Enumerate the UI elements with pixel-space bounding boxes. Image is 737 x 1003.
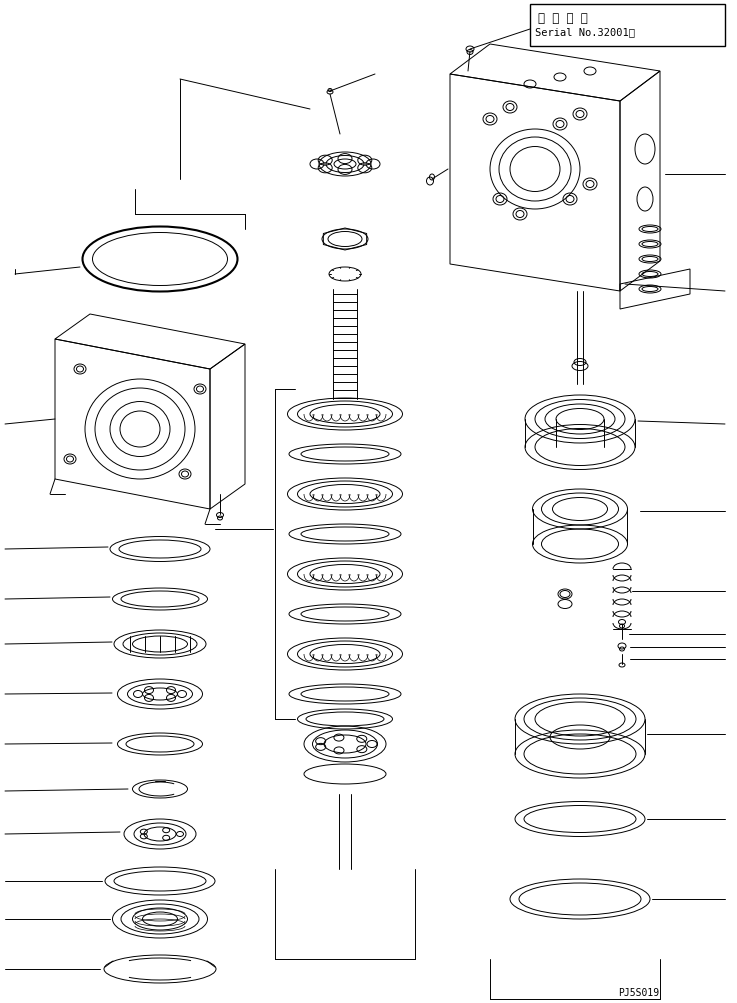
Bar <box>530 5 725 47</box>
Text: PJ5S019: PJ5S019 <box>618 987 659 997</box>
Text: 適 用 号 機: 適 用 号 機 <box>538 12 588 25</box>
Text: Serial No.32001～: Serial No.32001～ <box>535 27 635 37</box>
